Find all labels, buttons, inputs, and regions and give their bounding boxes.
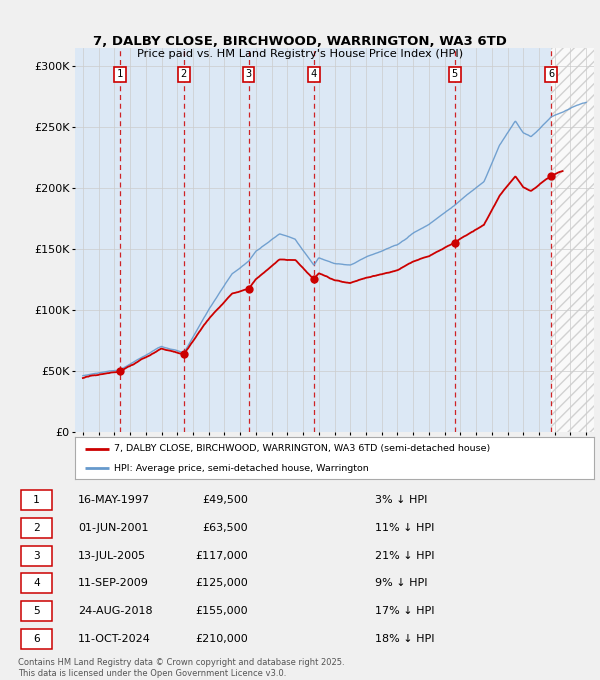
- Text: 21% ↓ HPI: 21% ↓ HPI: [375, 551, 434, 560]
- Text: 7, DALBY CLOSE, BIRCHWOOD, WARRINGTON, WA3 6TD (semi-detached house): 7, DALBY CLOSE, BIRCHWOOD, WARRINGTON, W…: [114, 444, 490, 453]
- Text: 6: 6: [33, 634, 40, 644]
- Text: 2: 2: [181, 69, 187, 80]
- Text: 6: 6: [548, 69, 554, 80]
- Text: £125,000: £125,000: [196, 579, 248, 588]
- Text: HPI: Average price, semi-detached house, Warrington: HPI: Average price, semi-detached house,…: [114, 464, 368, 473]
- Bar: [75, 48, 120, 432]
- Bar: [248, 48, 314, 432]
- Text: 3% ↓ HPI: 3% ↓ HPI: [375, 495, 427, 505]
- Bar: [184, 48, 248, 432]
- Text: £117,000: £117,000: [196, 551, 248, 560]
- Text: £155,000: £155,000: [196, 606, 248, 616]
- FancyBboxPatch shape: [20, 518, 52, 538]
- Text: £210,000: £210,000: [196, 634, 248, 644]
- FancyBboxPatch shape: [20, 629, 52, 649]
- Bar: [314, 48, 455, 432]
- Bar: [455, 48, 551, 432]
- Text: 2: 2: [33, 523, 40, 533]
- Text: 7, DALBY CLOSE, BIRCHWOOD, WARRINGTON, WA3 6TD: 7, DALBY CLOSE, BIRCHWOOD, WARRINGTON, W…: [93, 35, 507, 48]
- Text: 11-SEP-2009: 11-SEP-2009: [78, 579, 149, 588]
- Text: 3: 3: [33, 551, 40, 560]
- Text: Contains HM Land Registry data © Crown copyright and database right 2025.
This d: Contains HM Land Registry data © Crown c…: [18, 658, 344, 678]
- FancyBboxPatch shape: [20, 545, 52, 566]
- FancyBboxPatch shape: [20, 573, 52, 594]
- Text: 01-JUN-2001: 01-JUN-2001: [78, 523, 149, 533]
- Text: 16-MAY-1997: 16-MAY-1997: [78, 495, 151, 505]
- Bar: [120, 48, 184, 432]
- Text: 13-JUL-2005: 13-JUL-2005: [78, 551, 146, 560]
- Text: 24-AUG-2018: 24-AUG-2018: [78, 606, 153, 616]
- Bar: [551, 48, 594, 432]
- Text: £49,500: £49,500: [202, 495, 248, 505]
- Text: 18% ↓ HPI: 18% ↓ HPI: [375, 634, 434, 644]
- Text: 17% ↓ HPI: 17% ↓ HPI: [375, 606, 434, 616]
- Text: 3: 3: [245, 69, 252, 80]
- Text: 5: 5: [452, 69, 458, 80]
- FancyBboxPatch shape: [20, 490, 52, 510]
- Text: 4: 4: [33, 579, 40, 588]
- Text: 11% ↓ HPI: 11% ↓ HPI: [375, 523, 434, 533]
- Text: 9% ↓ HPI: 9% ↓ HPI: [375, 579, 427, 588]
- Text: 11-OCT-2024: 11-OCT-2024: [78, 634, 151, 644]
- Text: Price paid vs. HM Land Registry's House Price Index (HPI): Price paid vs. HM Land Registry's House …: [137, 49, 463, 59]
- Text: 5: 5: [33, 606, 40, 616]
- Text: £63,500: £63,500: [203, 523, 248, 533]
- FancyBboxPatch shape: [20, 601, 52, 621]
- Text: 1: 1: [33, 495, 40, 505]
- Text: 1: 1: [117, 69, 123, 80]
- Text: 4: 4: [311, 69, 317, 80]
